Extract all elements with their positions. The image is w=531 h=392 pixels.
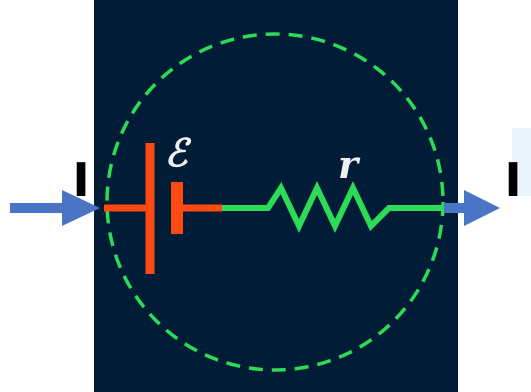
resistor-symbol — [222, 180, 444, 234]
current-in-arrow — [10, 190, 100, 226]
resistor-wire — [222, 180, 444, 234]
current-out-label: I — [504, 153, 521, 207]
right-label-tile — [512, 128, 531, 196]
current-out-arrow — [444, 190, 500, 226]
current-in-label: I — [72, 153, 89, 207]
current-in-arrow-head — [62, 190, 100, 226]
emf-label: ℰ — [164, 130, 191, 175]
resistance-label: r — [338, 142, 361, 187]
current-out-arrow-head — [464, 190, 500, 226]
battery-symbol — [104, 143, 222, 274]
dashed-boundary-circle — [105, 32, 445, 372]
